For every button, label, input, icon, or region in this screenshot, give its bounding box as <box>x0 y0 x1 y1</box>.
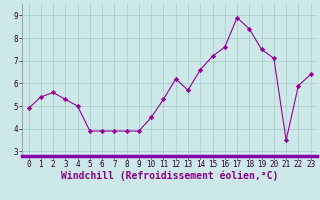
X-axis label: Windchill (Refroidissement éolien,°C): Windchill (Refroidissement éolien,°C) <box>61 171 278 181</box>
